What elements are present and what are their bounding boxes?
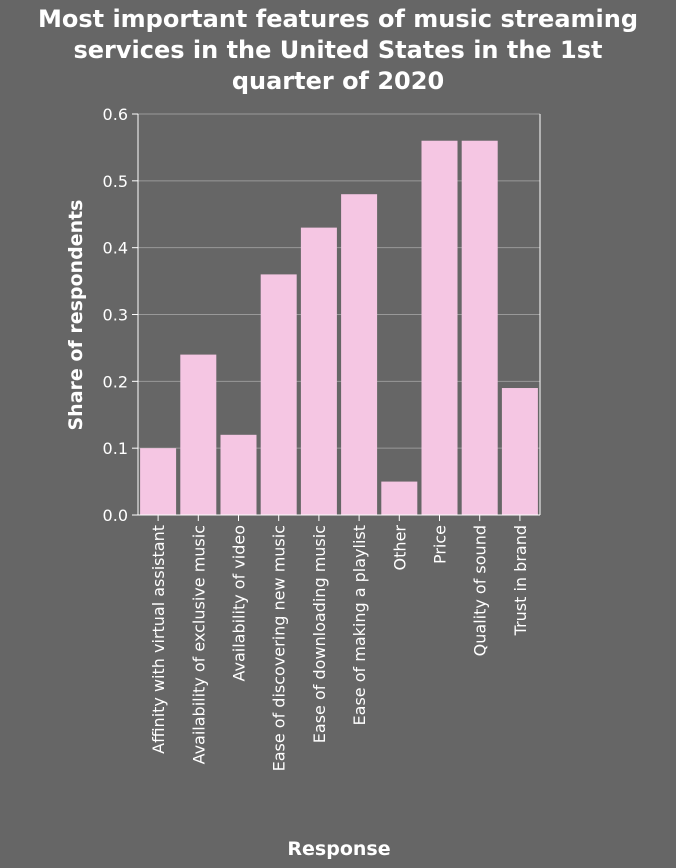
bar [140, 448, 177, 515]
bar [220, 434, 257, 515]
x-tick-label: Quality of sound [471, 525, 490, 656]
chart-title-line-1: Most important features of music streami… [37, 5, 639, 33]
x-tick-label: Ease of making a playlist [350, 525, 369, 725]
x-tick-label: Price [431, 525, 450, 564]
y-tick-label: 0.1 [103, 439, 128, 458]
y-tick-label: 0.5 [103, 172, 128, 191]
y-tick-label: 0.2 [103, 372, 128, 391]
bars [140, 140, 538, 515]
x-tick-labels: Affinity with virtual assistant Availabil… [149, 525, 530, 772]
y-tick-label: 0.3 [103, 306, 128, 325]
x-axis-label: Response [287, 838, 390, 860]
bar [421, 140, 458, 515]
axes [132, 113, 541, 521]
bar [300, 227, 337, 515]
bar [180, 354, 217, 515]
chart-title-line-3: quarter of 2020 [231, 67, 445, 95]
x-tick-label: Other [390, 525, 409, 571]
bar [381, 481, 418, 515]
y-axis-label: Share of respondents [65, 200, 87, 431]
y-tick-label: 0.6 [103, 105, 128, 124]
x-tick-label: Trust in brand [511, 525, 530, 636]
bar [461, 140, 498, 515]
y-tick-label: 0.4 [103, 239, 128, 258]
x-tick-label: Ease of discovering new music [270, 525, 289, 771]
x-tick-label: Affinity with virtual assistant [149, 525, 168, 754]
bar [260, 274, 297, 515]
chart-title-line-2: services in the United States in the 1st [73, 36, 603, 64]
y-tick-label: 0.0 [103, 506, 128, 525]
bar [341, 194, 378, 515]
x-tick-label: Availability of video [230, 525, 249, 682]
y-tick-labels: 0.0 0.1 0.2 0.3 0.4 0.5 0.6 [103, 105, 128, 525]
bar [501, 388, 538, 515]
x-tick-label: Ease of downloading music [310, 525, 329, 743]
chart-title: Most important features of music streami… [0, 4, 676, 97]
x-tick-label: Availability of exclusive music [189, 525, 208, 764]
